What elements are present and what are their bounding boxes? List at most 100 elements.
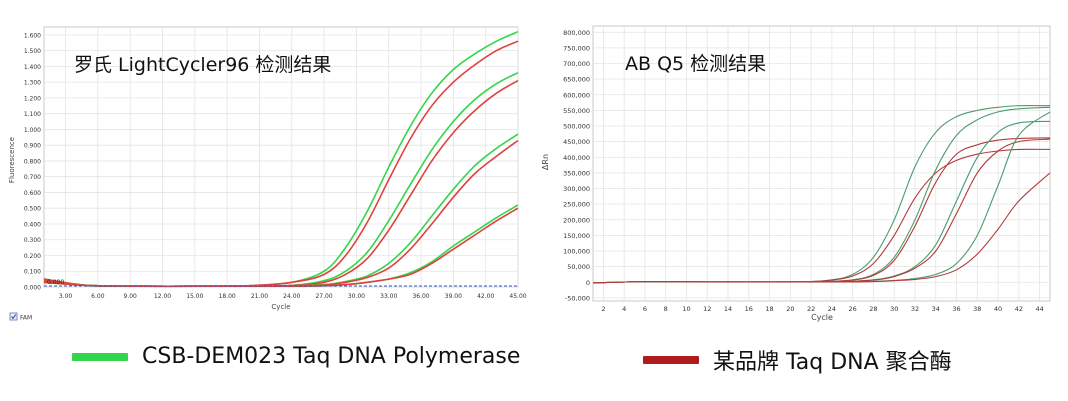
y-tick-label: 800,000 [563,29,590,37]
y-tick-label: 0.800 [24,158,41,165]
legend-label-red: 某品牌 Taq DNA 聚合酶 [713,350,952,375]
x-tick-label: 27.00 [315,293,332,300]
x-tick-label: 30 [890,305,898,313]
legend-item-green: CSB-DEM023 Taq DNA Polymerase [72,344,520,369]
left-plot-area [43,26,519,288]
x-tick-label: 10 [682,305,690,313]
x-tick-label: 34 [932,305,940,313]
x-tick-label: 6 [643,305,647,313]
x-tick-label: 45.00 [509,293,526,300]
x-tick-label: 18.00 [219,293,236,300]
legend-swatch-red [643,356,699,364]
y-tick-label: 300,000 [563,185,590,193]
x-tick-label: 24 [828,305,836,313]
x-tick-label: 2 [601,305,605,313]
legend-label-green: CSB-DEM023 Taq DNA Polymerase [142,344,521,369]
y-tick-label: 0.700 [24,174,41,181]
x-tick-label: 15.00 [186,293,203,300]
y-tick-label: 200,000 [563,216,590,224]
fam-checkbox[interactable] [9,312,18,321]
x-tick-label: 3.00 [59,293,73,300]
x-tick-label: 22 [807,305,815,313]
y-tick-label: 0.000 [24,285,41,292]
x-tick-label: 6.00 [91,293,105,300]
x-tick-label: 18 [765,305,773,313]
left-series [43,30,519,288]
y-tick-label: 50,000 [567,263,590,271]
right-x-axis-label: Cycle [811,313,833,322]
y-tick-label: 1.600 [24,32,41,39]
left-x-axis-label: Cycle [271,303,290,311]
x-tick-label: 4 [622,305,626,313]
x-tick-label: 9.00 [124,293,138,300]
y-tick-label: 0.300 [24,237,41,244]
y-tick-label: 600,000 [563,91,590,99]
y-tick-label: 550,000 [563,107,590,115]
y-tick-label: 0.600 [24,190,41,197]
y-tick-label: 150,000 [563,232,590,240]
y-tick-label: 450,000 [563,138,590,146]
x-tick-label: 40 [994,305,1002,313]
y-tick-label: 250,000 [563,201,590,209]
right-chart: -50,000 0 50,000 100,000 150,000 200,000 250,0… [541,25,1051,322]
x-tick-label: 12 [703,305,711,313]
y-tick-label: 500,000 [563,123,590,131]
x-tick-label: 28 [869,305,877,313]
y-tick-label: 650,000 [563,76,590,84]
y-tick-label: 400,000 [563,154,590,162]
y-tick-label: 1.200 [24,95,41,102]
legend-swatch-green [72,352,128,361]
checkmark-icon [11,314,17,320]
y-tick-label: 1.300 [24,80,41,87]
x-tick-label: 36.00 [412,293,429,300]
x-tick-label: 30.00 [348,293,365,300]
y-tick-label: 100,000 [563,248,590,256]
x-tick-label: 21.00 [251,293,268,300]
right-series [592,105,1051,284]
x-tick-label: 20 [786,305,794,313]
left-x-ticks: 3.00 6.00 9.00 12.00 15.00 18.00 21.00 24.00 27.… [59,293,527,300]
x-tick-label: 42 [1015,305,1023,313]
right-chart-title: AB Q5 检测结果 [625,53,766,75]
series-line-red [43,207,519,288]
x-tick-label: 44 [1035,305,1043,313]
left-chart-title: 罗氏 LightCycler96 检测结果 [74,54,331,76]
y-tick-label: 1.000 [24,127,41,134]
right-x-ticks: 2 4 6 8 10 12 14 16 18 20 22 24 26 28 30 32 34 36 38 40 42 44 [601,305,1043,313]
x-tick-label: 33.00 [380,293,397,300]
left-y-axis-label: Fluorescence [8,137,16,183]
left-y-ticks: 0.000 0.100 0.200 0.300 0.400 0.500 0.600 0.700… [24,32,41,291]
legend-item-red: 某品牌 Taq DNA 聚合酶 [643,344,952,376]
x-tick-label: 12.00 [154,293,171,300]
fam-channel-label: FAM [20,315,32,322]
y-tick-label: 1.100 [24,111,41,118]
x-tick-label: 26 [849,305,857,313]
x-tick-label: 24.00 [283,293,300,300]
left-chart: 0.000 0.100 0.200 0.300 0.400 0.500 0.600 0.700… [8,26,527,322]
right-y-axis-label: ΔRn [541,154,550,170]
x-tick-label: 36 [952,305,960,313]
y-tick-label: 1.400 [24,64,41,71]
y-tick-label: 0.900 [24,143,41,150]
right-grid [593,26,1050,301]
y-tick-label: 350,000 [563,169,590,177]
x-tick-label: 14 [724,305,732,313]
y-tick-label: 700,000 [563,60,590,68]
x-tick-label: 38 [973,305,981,313]
y-tick-label: 0 [586,279,590,287]
right-y-ticks: -50,000 0 50,000 100,000 150,000 200,000 250,0… [563,29,590,303]
x-tick-label: 16 [745,305,753,313]
y-tick-label: 1.500 [24,48,41,55]
y-tick-label: 0.100 [24,269,41,276]
left-baseline-label: 0.000 [47,279,64,286]
x-tick-label: 39.00 [445,293,462,300]
y-tick-label: 750,000 [563,44,590,52]
x-tick-label: 8 [664,305,668,313]
x-tick-label: 42.00 [477,293,494,300]
series-line-red [592,172,1051,284]
y-tick-label: 0.500 [24,206,41,213]
x-tick-label: 32 [911,305,919,313]
y-tick-label: 0.200 [24,253,41,260]
y-tick-label: -50,000 [565,294,590,302]
